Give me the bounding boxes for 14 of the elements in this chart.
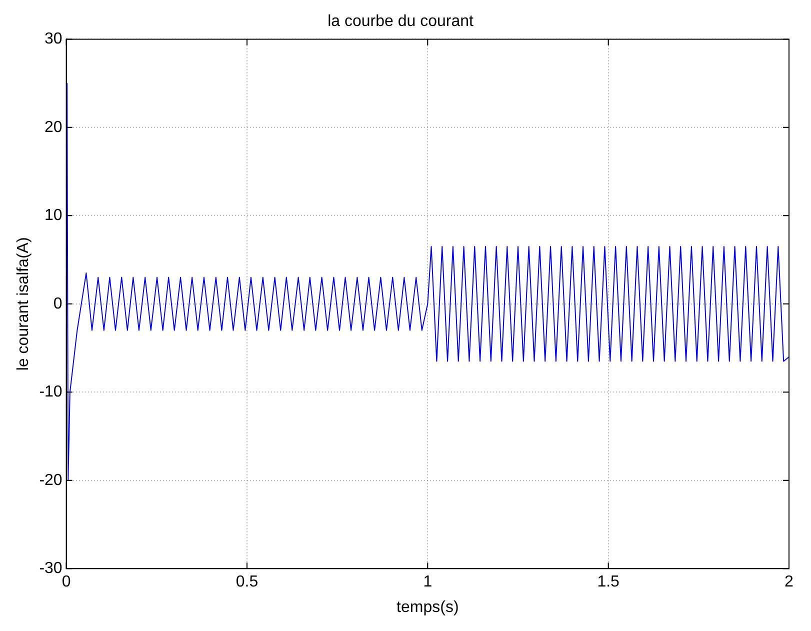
y-axis-title: le courant isalfa(A)	[15, 237, 32, 371]
x-tick-label: 1	[423, 574, 432, 591]
y-tick-label: -10	[39, 384, 62, 401]
x-tick-label: 1.5	[597, 574, 620, 591]
y-tick-label: -30	[39, 560, 62, 578]
x-axis-title: temps(s)	[396, 598, 459, 616]
y-tick-label: 30	[44, 30, 62, 48]
y-tick-label: 10	[44, 207, 62, 224]
y-tick-label: 20	[44, 118, 62, 136]
x-tick-label: 0.5	[236, 574, 258, 591]
chart-title: la courbe du courant	[328, 13, 474, 30]
y-tick-label: -20	[39, 472, 62, 489]
y-tick-label: 0	[53, 295, 62, 312]
x-tick-label: 2	[784, 574, 794, 591]
